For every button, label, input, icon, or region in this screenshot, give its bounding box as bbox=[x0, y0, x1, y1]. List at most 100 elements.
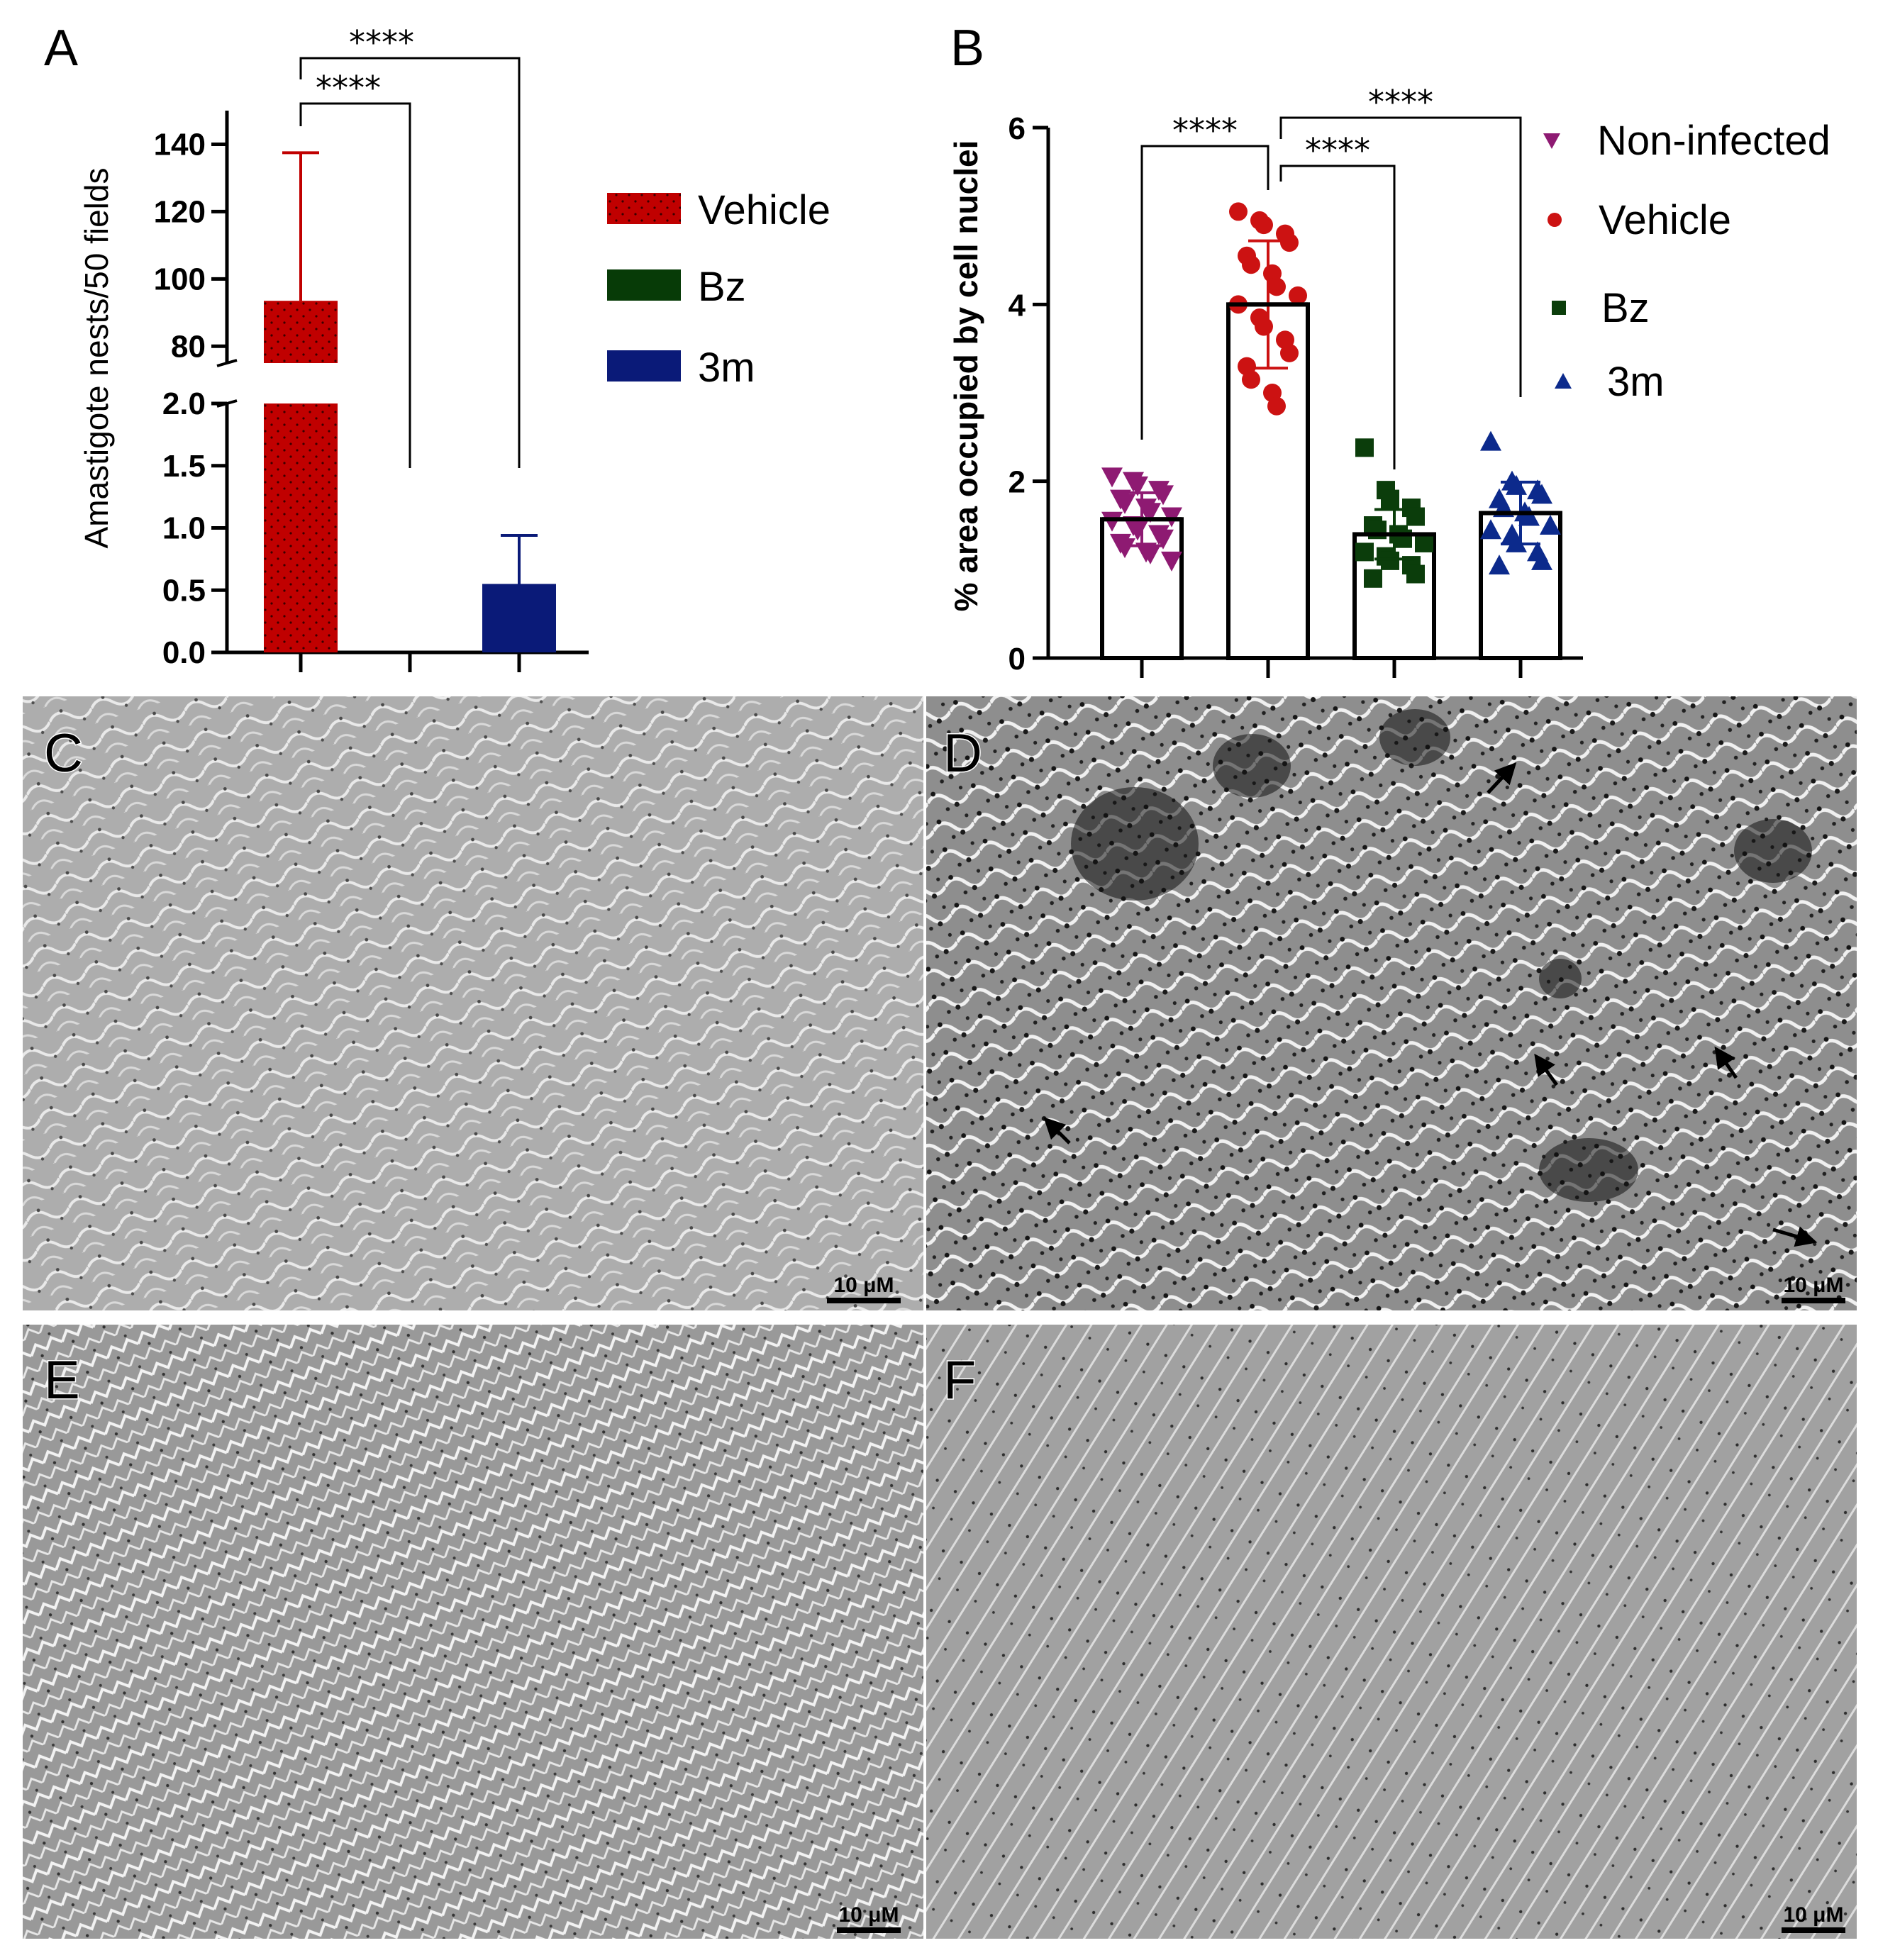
arrow-icon bbox=[1534, 1053, 1559, 1086]
arrow-icon bbox=[1772, 1226, 1818, 1247]
legend-swatch bbox=[607, 350, 681, 382]
micrograph-c-letter: C bbox=[44, 723, 83, 784]
significance-bracket bbox=[1279, 165, 1396, 469]
data-point bbox=[1255, 216, 1273, 235]
data-point bbox=[1489, 555, 1510, 575]
micrograph-d: D 10 μM bbox=[926, 696, 1857, 1310]
data-point bbox=[1255, 317, 1273, 336]
y-tick-label: 140 bbox=[154, 127, 206, 162]
legend-label: 3m bbox=[698, 345, 755, 391]
bar bbox=[264, 301, 338, 363]
data-point bbox=[1127, 476, 1148, 496]
y-tick-label: 0.5 bbox=[162, 573, 206, 608]
y-tick-label: 1.5 bbox=[162, 449, 206, 484]
micrograph-f-scale-bar bbox=[1782, 1927, 1845, 1933]
micrograph-f: F 10 μM bbox=[926, 1325, 1857, 1939]
data-point bbox=[1127, 520, 1148, 541]
y-tick-label: 2 bbox=[1009, 465, 1026, 500]
legend-label: Bz bbox=[1601, 285, 1650, 331]
data-point bbox=[1406, 564, 1425, 584]
data-point bbox=[1540, 515, 1561, 535]
arrow-icon bbox=[1487, 762, 1517, 794]
chart-a: Amastigote nests/50 fields 0.0 0.5 1.0 1.5 2… bbox=[78, 23, 830, 672]
significance-label: **** bbox=[1172, 111, 1238, 150]
data-point bbox=[1114, 494, 1135, 514]
y-tick-label: 6 bbox=[1009, 111, 1026, 146]
legend-marker bbox=[1543, 133, 1560, 149]
data-point bbox=[1161, 551, 1182, 572]
significance-bracket bbox=[299, 57, 521, 468]
significance-bracket bbox=[1140, 145, 1269, 440]
data-point bbox=[1101, 511, 1123, 532]
data-point bbox=[1140, 503, 1161, 523]
data-point bbox=[1140, 544, 1161, 564]
y-tick-label: 80 bbox=[171, 329, 206, 364]
significance-bracket bbox=[1279, 116, 1522, 397]
significance-label: **** bbox=[1305, 131, 1370, 169]
arrow-icon bbox=[1043, 1117, 1071, 1145]
data-point bbox=[1152, 529, 1174, 550]
legend-label: 3m bbox=[1607, 359, 1665, 405]
micrograph-d-arrows bbox=[1043, 762, 1818, 1247]
data-point bbox=[1355, 438, 1374, 457]
y-tick-label: 4 bbox=[1009, 288, 1026, 323]
micrograph-f-scale-label: 10 μM bbox=[1783, 1903, 1843, 1927]
y-tick-label: 0 bbox=[1009, 642, 1026, 676]
data-point bbox=[1280, 233, 1299, 252]
y-tick-label: 2.0 bbox=[162, 386, 206, 421]
data-point bbox=[1152, 485, 1174, 506]
legend-marker bbox=[1555, 373, 1572, 389]
micrograph-c-scale-bar bbox=[827, 1298, 901, 1303]
micrograph-f-letter: F bbox=[943, 1350, 976, 1410]
data-point bbox=[1364, 569, 1382, 588]
legend-marker bbox=[1548, 213, 1562, 227]
micrograph-d-scale-label: 10 μM bbox=[1783, 1274, 1843, 1297]
data-point bbox=[1242, 255, 1260, 274]
data-point bbox=[1229, 202, 1248, 221]
micrograph-e-scale-label: 10 μM bbox=[838, 1903, 899, 1927]
data-point bbox=[1480, 519, 1501, 540]
micrograph-e: E 10 μM bbox=[23, 1325, 923, 1939]
significance-label: **** bbox=[316, 69, 381, 107]
legend-label: Non-infected bbox=[1597, 118, 1830, 164]
y-tick-label: 100 bbox=[154, 262, 206, 296]
chart-b-ylabel: % area occupied by cell nuclei bbox=[948, 140, 984, 612]
data-point bbox=[1355, 542, 1374, 562]
legend-swatch bbox=[607, 269, 681, 301]
data-point bbox=[1381, 489, 1399, 508]
data-point bbox=[1114, 538, 1135, 559]
y-tick-label: 1.0 bbox=[162, 511, 206, 546]
legend-marker bbox=[1552, 301, 1566, 315]
data-point bbox=[1101, 467, 1123, 488]
significance-label: **** bbox=[1368, 83, 1433, 121]
legend-label: Vehicle bbox=[1599, 197, 1731, 243]
micrograph-e-letter: E bbox=[44, 1350, 80, 1410]
significance-bracket bbox=[299, 102, 411, 468]
arrow-icon bbox=[1714, 1046, 1738, 1079]
legend-label: Vehicle bbox=[698, 187, 830, 233]
chart-b: % area occupied by cell nuclei 0 2 4 6 **** *… bbox=[948, 83, 1830, 678]
micrograph-d-letter: D bbox=[943, 723, 982, 784]
bar bbox=[264, 403, 338, 652]
data-point bbox=[1267, 277, 1286, 296]
legend-swatch bbox=[607, 193, 681, 224]
panel-a-letter: A bbox=[44, 20, 78, 77]
micrograph-d-scale-bar bbox=[1782, 1298, 1845, 1303]
axis-break-mark bbox=[216, 359, 238, 367]
data-point bbox=[1518, 506, 1540, 526]
data-point bbox=[1506, 532, 1527, 552]
data-point bbox=[1289, 286, 1307, 305]
significance-label: **** bbox=[349, 23, 414, 62]
chart-a-ylabel: Amastigote nests/50 fields bbox=[78, 168, 115, 549]
data-point bbox=[1415, 533, 1433, 552]
y-tick-label: 120 bbox=[154, 194, 206, 229]
data-point bbox=[1531, 550, 1552, 570]
data-point bbox=[1531, 484, 1552, 504]
y-tick-label: 0.0 bbox=[162, 635, 206, 670]
data-point bbox=[1280, 343, 1299, 362]
micrograph-c: C 10 μM bbox=[23, 696, 923, 1310]
panel-b-letter: B bbox=[950, 20, 984, 77]
data-point bbox=[1381, 551, 1399, 570]
micrograph-c-scale-label: 10 μM bbox=[833, 1274, 894, 1297]
